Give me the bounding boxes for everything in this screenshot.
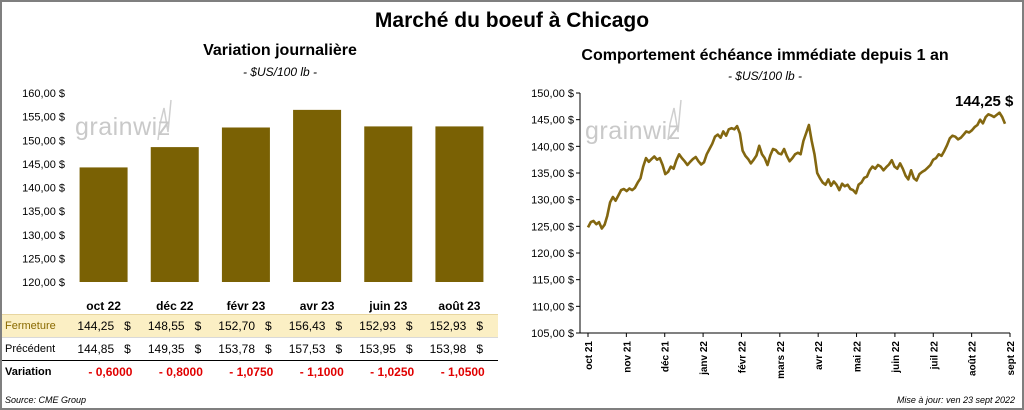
currency-cell: $ — [255, 314, 287, 338]
series-line — [586, 111, 1007, 230]
currency-cell: $ — [255, 337, 287, 361]
x-tick-label: oct 21 — [584, 341, 595, 370]
x-tick-label: oct 22 — [86, 299, 121, 313]
bar — [435, 126, 484, 282]
table-cell: - 1,0500 — [427, 360, 498, 383]
table-cell: - 1,0750 — [216, 360, 287, 383]
currency-cell: $ — [325, 314, 357, 338]
y-tick-label: 160,00 $ — [22, 88, 65, 100]
x-tick-label: déc 21 — [661, 341, 672, 373]
line-chart: 105,00 $ 110,00 $ 115,00 $ 120,00 $ 125,00 $… — [531, 88, 1017, 379]
y-tick-label: 120,00 $ — [22, 277, 65, 289]
y-tick-label: 145,00 $ — [22, 159, 65, 171]
currency-cell: $ — [466, 314, 498, 338]
row-label-previous: Précédent — [2, 337, 76, 361]
table-cell: 157,53 — [286, 337, 326, 361]
row-label-closing: Fermeture — [2, 314, 76, 338]
x-tick-label: févr 23 — [227, 299, 266, 313]
x-tick-label: févr 22 — [737, 341, 748, 374]
logo-mark-right — [667, 99, 682, 141]
currency-cell: $ — [466, 337, 498, 361]
price-table: Fermeture 144,25 $ 148,55 $ 152,70 $ 156,43… — [2, 314, 498, 383]
table-row-previous: Précédent 144,85 $ 149,35 $ 153,78 $ 157,53… — [2, 337, 498, 361]
table-cell: 156,43 — [286, 314, 326, 338]
y-tick-label: 125,00 $ — [531, 221, 574, 233]
table-cell: 144,25 — [75, 314, 115, 338]
y-tick-label: 135,00 $ — [531, 168, 574, 180]
logo-mark-left — [157, 99, 172, 141]
table-cell: 153,78 — [216, 337, 255, 361]
bar — [150, 147, 199, 282]
y-tick-label: 110,00 $ — [532, 301, 574, 313]
table-cell: 153,95 — [356, 337, 396, 361]
x-tick-label: juil 22 — [929, 341, 940, 371]
x-tick-label: nov 21 — [622, 341, 633, 373]
grainwiz-logo-left: grainwiz — [75, 113, 171, 141]
table-cell: 153,98 — [427, 337, 467, 361]
y-tick-label: 120,00 $ — [531, 248, 574, 260]
table-cell: 144,85 — [75, 337, 115, 361]
table-cell: - 0,8000 — [145, 360, 217, 383]
y-tick-label: 150,00 $ — [22, 135, 65, 147]
x-tick-label: juin 23 — [368, 299, 407, 313]
x-tick-label: août 22 — [968, 341, 979, 376]
currency-cell: $ — [325, 337, 357, 361]
table-cell: 152,93 — [356, 314, 396, 338]
y-tick-label: 140,00 $ — [22, 183, 65, 195]
y-tick-label: 145,00 $ — [531, 115, 574, 127]
x-tick-label: mars 22 — [776, 341, 787, 379]
currency-cell: $ — [114, 337, 146, 361]
bar — [293, 109, 342, 282]
x-tick-label: août 23 — [438, 299, 480, 313]
currency-cell: $ — [395, 314, 428, 338]
bar — [221, 127, 270, 283]
update-note: Mise à jour: ven 23 sept 2022 — [896, 395, 1015, 405]
row-label-variation: Variation — [2, 360, 76, 383]
bar-chart: 120,00 $ 125,00 $ 130,00 $ 135,00 $ 140,00 $… — [22, 88, 484, 313]
y-tick-label: 155,00 $ — [22, 112, 65, 124]
y-tick-label: 115,00 $ — [532, 275, 574, 287]
x-tick-label: mai 22 — [853, 341, 864, 373]
y-tick-label: 125,00 $ — [22, 253, 65, 265]
x-tick-label: janv 22 — [699, 341, 710, 376]
left-panel-title: Variation journalière — [203, 42, 357, 59]
main-title: Marché du boeuf à Chicago — [374, 9, 650, 32]
table-cell: - 1,0250 — [356, 360, 428, 383]
table-cell: 149,35 — [145, 337, 185, 361]
table-cell: 152,70 — [216, 314, 255, 338]
left-panel-subtitle: - $US/100 lb - — [242, 65, 318, 79]
x-tick-label: avr 22 — [814, 341, 825, 370]
x-tick-label: sept 22 — [1006, 341, 1017, 376]
currency-cell: $ — [184, 337, 217, 361]
table-cell: 148,55 — [145, 314, 185, 338]
right-panel-title: Comportement échéance immédiate depuis 1… — [581, 47, 949, 64]
y-tick-label: 140,00 $ — [531, 141, 574, 153]
currency-cell: $ — [395, 337, 428, 361]
y-tick-label: 105,00 $ — [531, 328, 574, 340]
table-cell: 152,93 — [427, 314, 467, 338]
currency-cell: $ — [114, 314, 146, 338]
bar — [364, 126, 413, 282]
grainwiz-logo-right: grainwiz — [585, 117, 681, 145]
right-panel-subtitle: - $US/100 lb - — [727, 69, 803, 83]
table-row-closing: Fermeture 144,25 $ 148,55 $ 152,70 $ 156,43… — [2, 314, 498, 338]
y-tick-label: 130,00 $ — [22, 230, 65, 242]
x-tick-label: déc 22 — [156, 299, 194, 313]
last-value-label: 144,25 $ — [955, 93, 1014, 110]
y-tick-label: 130,00 $ — [531, 195, 574, 207]
bar — [79, 167, 128, 282]
y-tick-label: 135,00 $ — [22, 206, 65, 218]
source-note: Source: CME Group — [5, 395, 87, 405]
y-tick-label: 150,00 $ — [531, 88, 574, 100]
currency-cell: $ — [184, 314, 217, 338]
x-tick-label: juin 22 — [891, 341, 902, 374]
x-tick-label: avr 23 — [300, 299, 335, 313]
table-row-variation: Variation - 0,6000 - 0,8000 - 1,0750 - 1… — [2, 360, 498, 383]
table-cell: - 0,6000 — [75, 360, 146, 383]
table-cell: - 1,1000 — [286, 360, 357, 383]
